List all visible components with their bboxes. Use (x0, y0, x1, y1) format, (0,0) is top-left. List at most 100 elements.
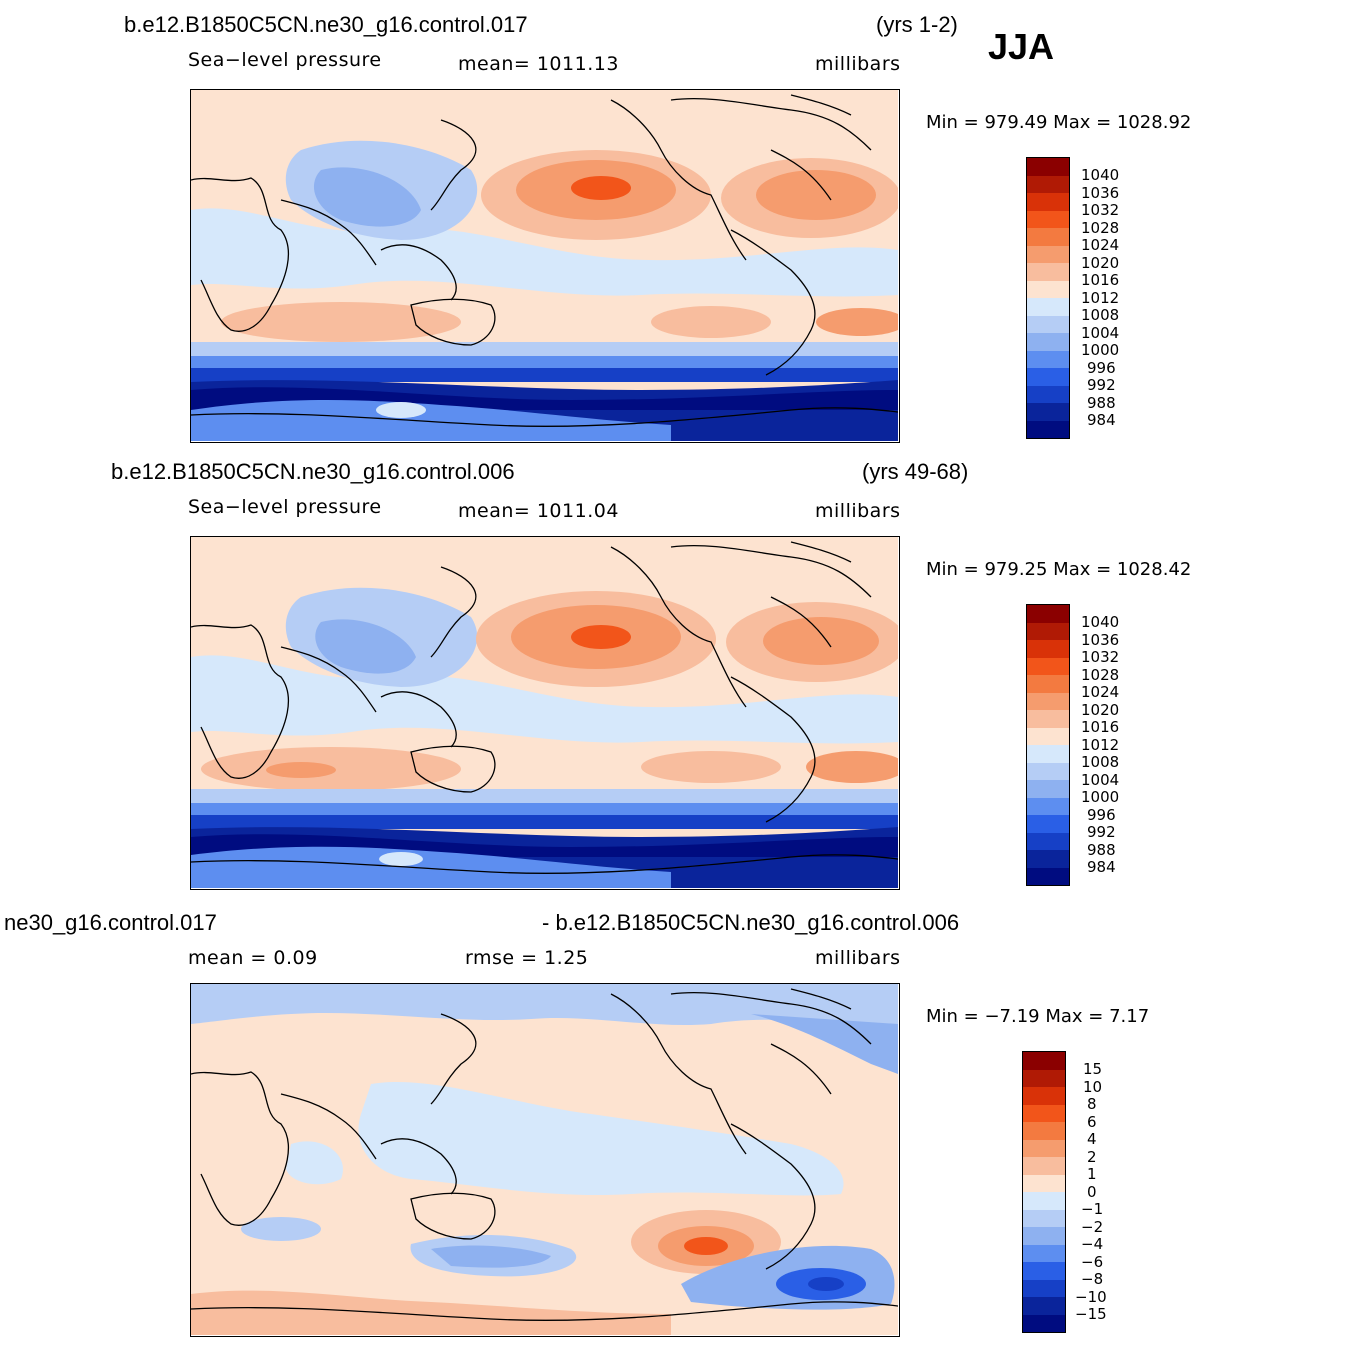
panel1-cb-cell (1027, 315, 1069, 333)
panel1-antarctic-high (191, 400, 671, 441)
panel2-coastlines (191, 541, 898, 874)
panel2-case-title: b.e12.B1850C5CN.ne30_g16.control.006 (111, 459, 515, 484)
panel2-map-svg (191, 537, 898, 888)
panel2-cb-cell (1027, 710, 1069, 728)
panel1-coastlines (191, 94, 898, 427)
panel3-cb-cell (1023, 1279, 1065, 1297)
panel1-cb-cell (1027, 175, 1069, 193)
panel3-north-atlantic-low (751, 1014, 898, 1074)
panel2-cb-cell (1027, 797, 1069, 815)
panel3-cb-label: −2 (1081, 1218, 1104, 1236)
panel1-cb-cell (1027, 228, 1069, 246)
panel1-cb-label: 1040 (1081, 166, 1120, 184)
panel1-cb-label: 1028 (1081, 219, 1120, 237)
panel1-band-1008 (191, 342, 898, 356)
season-label: JJA (988, 26, 1055, 67)
panel1-cb-label: 1008 (1081, 306, 1120, 324)
panel3-cb-label: −10 (1075, 1288, 1107, 1306)
panel1-cb-cell (1027, 263, 1069, 281)
panel3-cb-label: 1 (1087, 1165, 1097, 1183)
panel2-map (190, 536, 900, 890)
panel1-s-atlantic-high (816, 308, 898, 336)
panel1-cb-cell (1027, 333, 1069, 351)
panel1-mean: mean= 1011.13 (458, 53, 619, 75)
panel3-cb-cell (1023, 1122, 1065, 1140)
panel3-mean: mean = 0.09 (188, 947, 318, 969)
panel1-cb-cell (1027, 210, 1069, 228)
panel3-map-svg (191, 984, 898, 1335)
panel2-antarctic-spot (379, 852, 423, 866)
panel3-cb-cell (1023, 1209, 1065, 1227)
panel2-tropical-low (191, 655, 898, 744)
panel1-asian-low-core (313, 167, 421, 227)
panel2-years: (yrs 49-68) (862, 459, 969, 484)
panel1-units: millibars (815, 53, 901, 75)
panel1-minmax: Min = 979.49 Max = 1028.92 (926, 112, 1192, 133)
panel1-case-title: b.e12.B1850C5CN.ne30_g16.control.017 (124, 12, 528, 37)
panel2-asian-low-core (315, 619, 416, 674)
panel2-cb-cell (1027, 762, 1069, 780)
panel1-years: (yrs 1-2) (876, 12, 958, 37)
panel1-cb-cell (1027, 245, 1069, 263)
panel2-cb-label: 1008 (1081, 753, 1120, 771)
panel3-cb-cell (1023, 1052, 1065, 1070)
panel2-cb-label: 1036 (1081, 631, 1120, 649)
panel2-cb-cell (1027, 622, 1069, 640)
panel2-cb-label: 1040 (1081, 613, 1120, 631)
panel3-s-indian-neg (241, 1217, 321, 1241)
panel3-cb-cell (1023, 1157, 1065, 1175)
panel2-band-996 (191, 803, 898, 815)
panel1-map-svg (191, 90, 898, 441)
panel2-cb-label: 988 (1087, 841, 1116, 859)
panel1-cb-cell (1027, 298, 1069, 316)
panel2-units: millibars (815, 500, 901, 522)
panel3-cb-cell (1023, 1104, 1065, 1122)
panel1-antarctic-spot (376, 402, 426, 418)
panel3-antarctic-pos (191, 1290, 671, 1335)
panel1-cb-cell (1027, 420, 1069, 438)
panel3-cb-label: 10 (1083, 1078, 1103, 1096)
panel3-cb-cell (1023, 1297, 1065, 1315)
panel3-cb-cell (1023, 1069, 1065, 1087)
panel3-cb-label: −8 (1081, 1270, 1104, 1288)
panel1-cb-cell (1027, 368, 1069, 386)
panel3-arctic-low (191, 984, 898, 1029)
panel3-cb-cell (1023, 1314, 1065, 1332)
panel3-s-pacific-neg-core (431, 1245, 551, 1268)
panel1-cb-label: 984 (1087, 411, 1116, 429)
panel1-cb-label: 1012 (1081, 289, 1120, 307)
panel3-cb-cell (1023, 1174, 1065, 1192)
panel1-cb-label: 1016 (1081, 271, 1120, 289)
panel3-cb-label: −6 (1081, 1253, 1104, 1271)
panel1-cb-cell (1027, 280, 1069, 298)
panel2-cb-label: 996 (1087, 806, 1116, 824)
panel3-cb-cell (1023, 1244, 1065, 1262)
panel2-cb-cell (1027, 640, 1069, 658)
panel2-cb-label: 1012 (1081, 736, 1120, 754)
panel1-cb-cell (1027, 158, 1069, 176)
panel2-cb-cell (1027, 675, 1069, 693)
panel1-cb-label: 1024 (1081, 236, 1120, 254)
panel2-variable: Sea−level pressure (188, 496, 382, 518)
panel1-cb-label: 996 (1087, 359, 1116, 377)
panel2-cb-cell (1027, 780, 1069, 798)
panel1-s-indian-high (221, 302, 461, 342)
panel3-cb-label: 15 (1083, 1060, 1103, 1078)
panel3-se-pacific-pos-core (684, 1237, 728, 1255)
panel2-cb-cell (1027, 850, 1069, 868)
panel3-cb-cell (1023, 1087, 1065, 1105)
panel3-cb-label: 2 (1087, 1148, 1097, 1166)
panel2-mean: mean= 1011.04 (458, 500, 619, 522)
panel3-cb-cell (1023, 1139, 1065, 1157)
panel2-north-pacific-high-core (571, 625, 631, 649)
panel1-cb-label: 1000 (1081, 341, 1120, 359)
panel2-cb-cell (1027, 867, 1069, 885)
panel2-cb-cell (1027, 692, 1069, 710)
panel1-cb-label: 992 (1087, 376, 1116, 394)
panel3-cb-label: 6 (1087, 1113, 1097, 1131)
panel1-cb-label: 1004 (1081, 324, 1120, 342)
panel1-band-988 (191, 368, 898, 382)
panel3-case-title-left: ne30_g16.control.017 (4, 910, 217, 935)
panel3-minmax: Min = −7.19 Max = 7.17 (926, 1006, 1150, 1027)
panel1-variable: Sea−level pressure (188, 49, 382, 71)
